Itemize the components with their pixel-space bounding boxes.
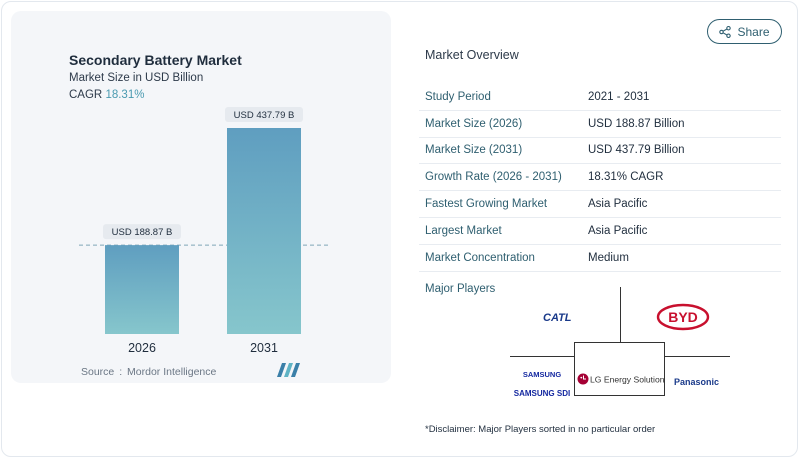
overview-row-value: Medium	[588, 251, 629, 264]
overview-row: Growth Rate (2026 - 2031) 18.31% CAGR	[419, 164, 781, 192]
overview-row-key: Growth Rate (2026 - 2031)	[425, 171, 562, 184]
bar-chart: USD 188.87 B 2026 USD 437.79 B 2031	[79, 107, 328, 355]
samsung-sdi-text: SAMSUNG SDI	[514, 389, 570, 398]
overview-row: Fastest Growing Market Asia Pacific	[419, 191, 781, 218]
lg-energy-logo: LG Energy Solution	[577, 373, 664, 385]
samsung-logo-text: SAMSUNG	[523, 370, 562, 379]
overview-row-key: Market Size (2031)	[425, 144, 523, 157]
samsung-sdi-logo: SAMSUNG SAMSUNG SDI	[514, 370, 570, 398]
catl-logo-text: CATL	[543, 312, 572, 324]
overview-row-key: Market Size (2026)	[425, 117, 523, 130]
overview-row-key: Market Concentration	[425, 251, 535, 264]
overview-row: Market Size (2026) USD 188.87 Billion	[419, 111, 781, 138]
data-label-badge	[225, 107, 303, 122]
chart-subtitle: Market Size in USD Billion	[69, 72, 204, 84]
x-tick-label: 2026	[128, 341, 156, 355]
bar-2026	[105, 245, 179, 334]
market-overview-table: Study Period 2021 - 2031 Market Size (2026…	[419, 84, 781, 272]
source-value: Mordor Intelligence	[127, 366, 217, 378]
overview-row: Largest Market Asia Pacific	[419, 218, 781, 245]
overview-row-value: 2021 - 2031	[588, 90, 650, 103]
market-overview-title: Market Overview	[425, 48, 519, 62]
mordor-logo-icon	[277, 363, 300, 377]
grid-divider-left	[510, 356, 574, 357]
overview-row-value: Asia Pacific	[588, 224, 648, 237]
share-button[interactable]: Share	[707, 19, 782, 44]
cagr-value: 18.31%	[105, 89, 145, 101]
overview-row: Market Size (2031) USD 437.79 Billion	[419, 138, 781, 165]
overview-row-key: Study Period	[425, 90, 491, 103]
lg-energy-text: LG Energy Solution	[590, 375, 664, 385]
byd-logo-text: BYD	[668, 309, 698, 325]
overview-row-value: Asia Pacific	[588, 198, 648, 211]
overview-row-key: Largest Market	[425, 224, 502, 237]
grid-divider-vertical	[620, 287, 621, 342]
bar-2031	[227, 128, 301, 334]
data-label: USD 437.79 B	[234, 110, 295, 121]
data-label: USD 188.87 B	[112, 227, 173, 238]
cagr-label: CAGR	[69, 89, 103, 101]
overview-row-value: USD 437.79 Billion	[588, 144, 685, 157]
disclaimer-text: *Disclaimer: Major Players sorted in no …	[425, 424, 656, 435]
major-players-grid: CATL BYD SAMSUNG SAMSUNG SDI LG Energy S…	[500, 287, 740, 412]
source-line: Source : Mordor Intelligence	[81, 366, 216, 378]
overview-row-key: Fastest Growing Market	[425, 198, 548, 211]
source-label: Source	[81, 366, 115, 378]
catl-logo: CATL	[543, 312, 572, 324]
byd-logo: BYD	[656, 303, 710, 331]
overview-row-value: USD 188.87 Billion	[588, 117, 685, 130]
overview-row: Study Period 2021 - 2031	[419, 84, 781, 111]
data-label-badge	[103, 224, 181, 240]
cagr-line: CAGR 18.31%	[69, 89, 144, 101]
panasonic-logo-text: Panasonic	[674, 377, 719, 387]
chart-card	[11, 11, 391, 383]
source-separator: :	[119, 366, 123, 378]
share-icon	[719, 25, 732, 38]
overview-row: Market Concentration Medium	[419, 245, 781, 272]
lg-logo-box	[574, 342, 665, 396]
overview-row-value: 18.31% CAGR	[588, 171, 664, 184]
grid-divider-right	[665, 356, 730, 357]
panasonic-logo: Panasonic	[674, 377, 719, 387]
chart-title: Secondary Battery Market	[69, 52, 242, 68]
major-players-title: Major Players	[425, 283, 496, 295]
x-tick-label: 2031	[250, 341, 278, 355]
share-label: Share	[737, 24, 770, 39]
